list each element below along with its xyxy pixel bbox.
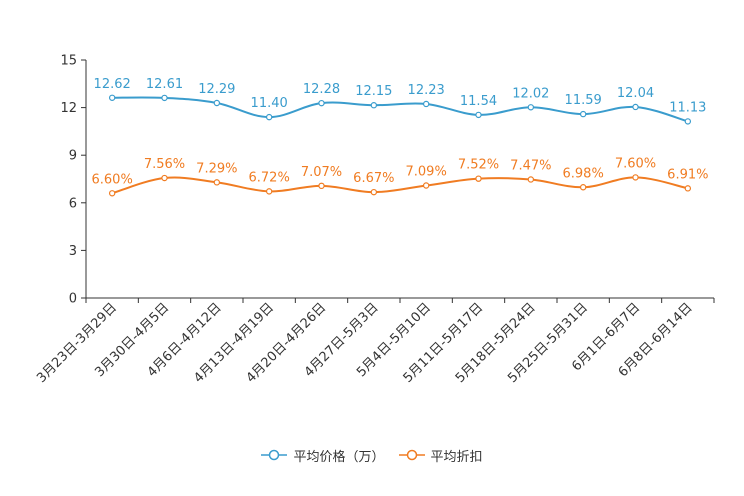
discount-point <box>632 174 639 181</box>
price-point <box>632 103 639 111</box>
y-tick-label: 6 <box>69 196 77 211</box>
y-tick-label: 9 <box>69 149 77 164</box>
legend-discount-label: 平均折扣 <box>430 449 483 465</box>
discount-data-label: 7.29% <box>196 161 237 176</box>
discount-data-label: 6.60% <box>92 172 133 187</box>
price-series-line <box>112 96 689 123</box>
price-point <box>213 99 221 107</box>
line-chart: 036912153月23日-3月29日3月30日-4月5日4月6日-4月12日4… <box>34 54 715 386</box>
price-point <box>318 99 325 107</box>
price-data-label: 12.61 <box>146 77 183 92</box>
price-point <box>370 102 378 109</box>
discount-data-label: 6.72% <box>249 170 290 185</box>
price-data-label: 11.59 <box>565 93 602 108</box>
price-point <box>527 104 535 111</box>
discount-data-label: 6.91% <box>667 167 708 182</box>
discount-point <box>527 176 535 183</box>
discount-point <box>161 174 168 182</box>
price-point <box>475 111 482 119</box>
legend-item-price[interactable]: 平均价格（万） <box>261 446 385 465</box>
discount-point <box>422 182 430 189</box>
price-data-label: 12.28 <box>303 82 340 97</box>
price-point <box>161 94 168 102</box>
price-data-label: 12.15 <box>355 84 392 99</box>
y-tick-label: 0 <box>69 292 77 307</box>
discount-point <box>475 175 482 182</box>
discount-data-label: 7.47% <box>510 158 551 173</box>
discount-series-line <box>111 176 689 195</box>
discount-point <box>108 190 116 197</box>
discount-data-label: 7.60% <box>615 156 656 171</box>
discount-point <box>370 188 378 196</box>
legend-item-discount[interactable]: 平均折扣 <box>398 446 483 465</box>
discount-data-label: 6.98% <box>563 166 604 181</box>
price-point <box>684 118 692 125</box>
discount-point <box>579 184 587 191</box>
discount-data-label: 7.52% <box>458 158 499 173</box>
discount-data-label: 7.09% <box>406 165 447 180</box>
price-data-label: 12.02 <box>512 86 549 101</box>
discount-data-label: 6.67% <box>353 171 394 186</box>
price-data-label: 12.62 <box>94 77 131 92</box>
discount-point <box>318 182 325 190</box>
price-point <box>265 113 273 121</box>
legend-price-marker-icon <box>261 449 288 461</box>
legend-price-label: 平均价格（万） <box>293 449 385 465</box>
price-data-label: 12.23 <box>408 83 445 98</box>
chart-legend: 平均价格（万） 平均折扣 <box>0 444 744 466</box>
legend-discount-marker-icon <box>398 449 425 461</box>
discount-data-label: 7.56% <box>144 157 185 172</box>
discount-data-label: 7.07% <box>301 165 342 180</box>
discount-point <box>684 185 692 192</box>
price-data-label: 11.40 <box>251 96 288 111</box>
discount-point <box>213 179 221 186</box>
price-point <box>422 100 430 108</box>
price-data-label: 11.54 <box>460 94 497 109</box>
y-tick-label: 12 <box>60 101 77 116</box>
price-data-label: 12.04 <box>617 86 654 101</box>
price-point <box>579 110 587 118</box>
y-tick-label: 15 <box>60 54 77 69</box>
price-data-label: 11.13 <box>669 100 706 115</box>
discount-point <box>265 188 273 195</box>
price-data-label: 12.29 <box>198 82 235 97</box>
price-point <box>108 94 116 101</box>
y-tick-label: 3 <box>69 244 77 259</box>
